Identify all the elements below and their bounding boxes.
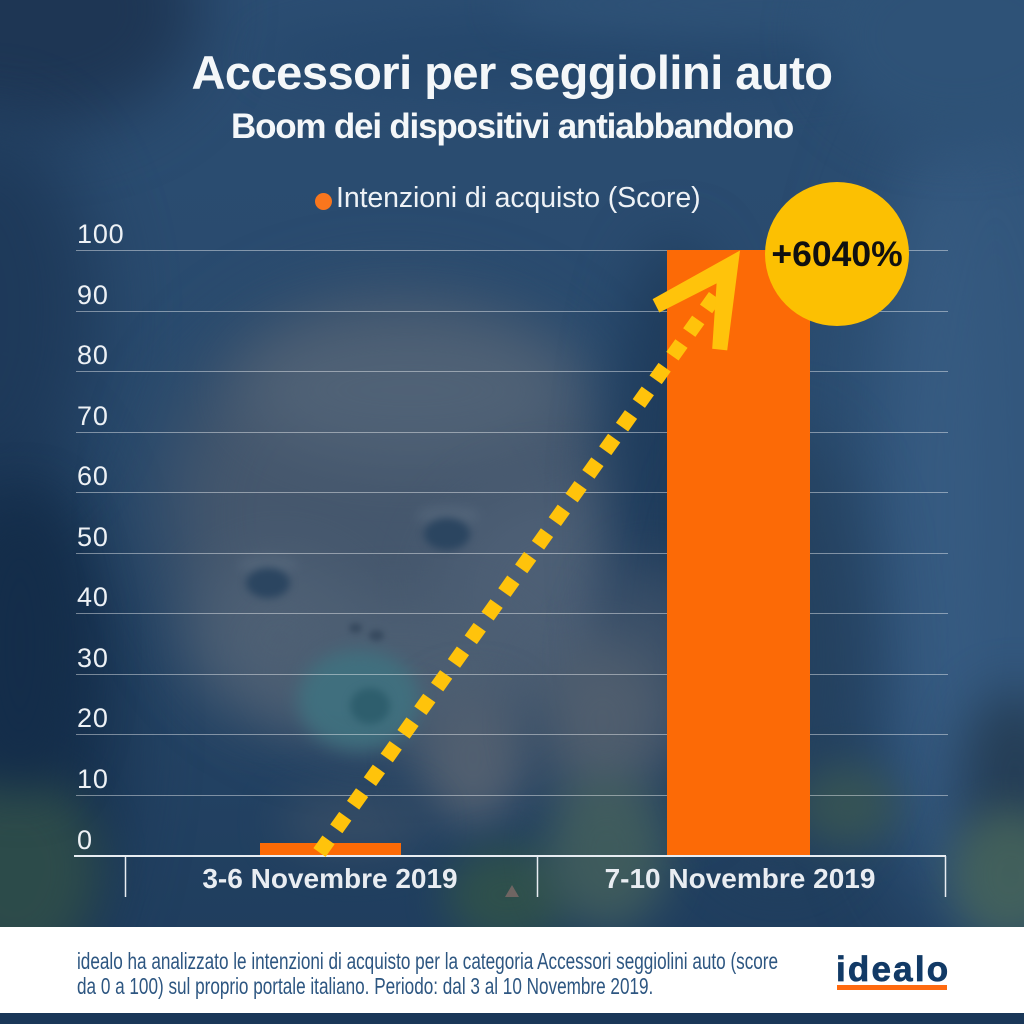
svg-text:40: 40 bbox=[77, 582, 109, 612]
svg-text:90: 90 bbox=[77, 280, 109, 310]
svg-text:+6040%: +6040% bbox=[771, 234, 902, 274]
svg-text:50: 50 bbox=[77, 522, 109, 552]
svg-text:60: 60 bbox=[77, 461, 109, 491]
svg-text:30: 30 bbox=[77, 643, 109, 673]
svg-text:10: 10 bbox=[77, 764, 109, 794]
svg-text:80: 80 bbox=[77, 340, 109, 370]
svg-text:3-6 Novembre 2019: 3-6 Novembre 2019 bbox=[202, 863, 457, 894]
svg-text:70: 70 bbox=[77, 401, 109, 431]
svg-text:7-10 Novembre 2019: 7-10 Novembre 2019 bbox=[605, 863, 876, 894]
svg-text:20: 20 bbox=[77, 703, 109, 733]
svg-text:100: 100 bbox=[77, 219, 124, 249]
svg-text:0: 0 bbox=[77, 825, 93, 855]
